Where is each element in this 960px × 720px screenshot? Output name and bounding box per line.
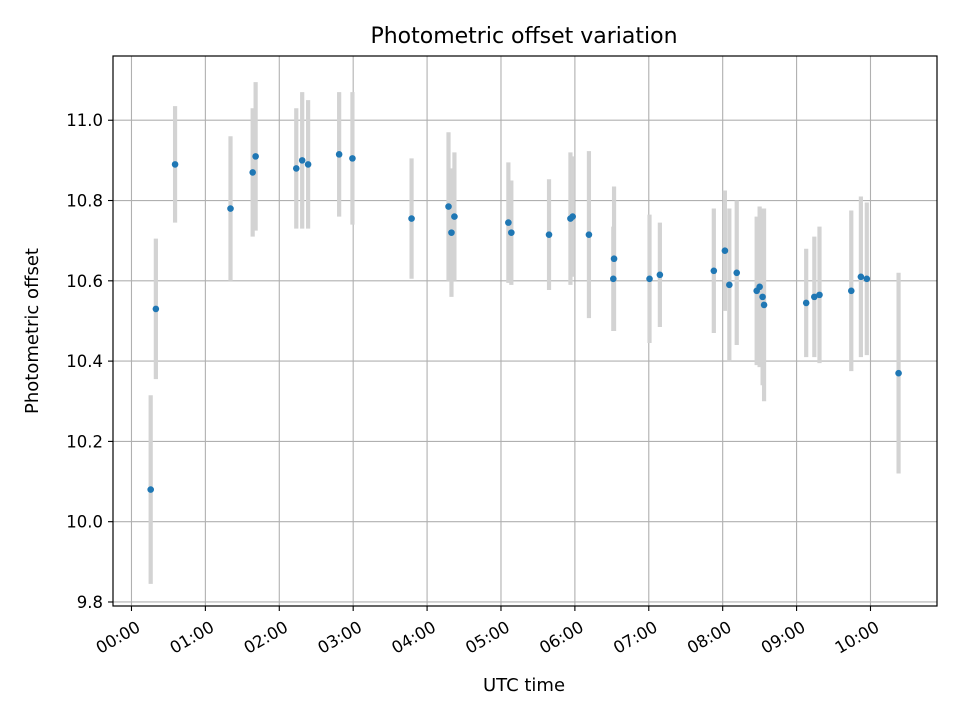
data-point xyxy=(171,161,179,168)
data-point xyxy=(304,161,312,168)
x-tick-label: 02:00 xyxy=(241,617,292,657)
data-point xyxy=(726,281,733,289)
data-point xyxy=(147,486,154,493)
data-point xyxy=(252,153,259,160)
data-point xyxy=(451,213,458,220)
data-point xyxy=(656,271,664,279)
data-point xyxy=(863,275,871,283)
y-tick-label: 10.8 xyxy=(66,192,103,211)
data-point xyxy=(408,215,415,222)
data-point xyxy=(847,287,855,295)
x-tick-label: 00:00 xyxy=(93,617,144,657)
data-point xyxy=(335,151,343,158)
data-point xyxy=(505,219,512,226)
data-point xyxy=(802,299,810,307)
x-tick-label: 10:00 xyxy=(832,617,883,657)
point-layer xyxy=(147,151,902,493)
tick-layer: 00:00 01:00 02:00 03:00 04:00 05:00 06:00 07:00… xyxy=(66,111,882,657)
y-tick-label: 11.0 xyxy=(66,111,103,130)
data-point xyxy=(445,203,452,210)
data-point xyxy=(710,267,718,275)
data-point xyxy=(646,275,653,283)
y-tick-label: 10.4 xyxy=(66,352,103,371)
y-tick-label: 10.6 xyxy=(66,272,103,291)
plot-frame xyxy=(112,55,938,607)
data-point xyxy=(857,273,865,281)
x-tick-label: 05:00 xyxy=(462,617,513,657)
y-axis-label: Photometric offset xyxy=(22,248,43,414)
x-tick-label: 07:00 xyxy=(610,617,661,657)
x-axis-label: UTC time xyxy=(483,675,565,696)
x-tick-label: 04:00 xyxy=(388,617,439,657)
data-point xyxy=(545,231,553,238)
data-point xyxy=(585,231,593,238)
x-tick-label: 01:00 xyxy=(167,617,218,657)
x-tick-label: 08:00 xyxy=(684,617,735,657)
x-tick-label: 03:00 xyxy=(314,617,365,657)
chart-title: Photometric offset variation xyxy=(370,24,677,49)
grid-layer xyxy=(113,56,937,606)
data-point xyxy=(349,155,356,162)
data-point xyxy=(816,291,823,299)
x-tick-label: 06:00 xyxy=(536,617,587,657)
data-point xyxy=(759,293,766,301)
data-point xyxy=(569,213,576,220)
y-tick-label: 9.8 xyxy=(77,593,103,612)
data-point xyxy=(227,205,234,212)
data-point xyxy=(292,165,300,172)
data-point xyxy=(733,269,741,277)
data-point xyxy=(811,293,818,301)
data-point xyxy=(895,369,902,377)
data-point xyxy=(508,229,515,236)
data-point xyxy=(610,275,617,283)
data-point xyxy=(610,255,618,263)
y-tick-label: 10.0 xyxy=(66,513,103,532)
data-point xyxy=(760,301,768,309)
data-point xyxy=(721,247,729,255)
data-point xyxy=(298,157,306,164)
errorbar-layer xyxy=(148,82,901,584)
data-point xyxy=(152,305,160,313)
data-point xyxy=(249,169,256,176)
data-point xyxy=(448,229,455,236)
y-tick-label: 10.2 xyxy=(66,432,103,451)
x-tick-label: 09:00 xyxy=(758,617,809,657)
data-point xyxy=(756,283,763,291)
